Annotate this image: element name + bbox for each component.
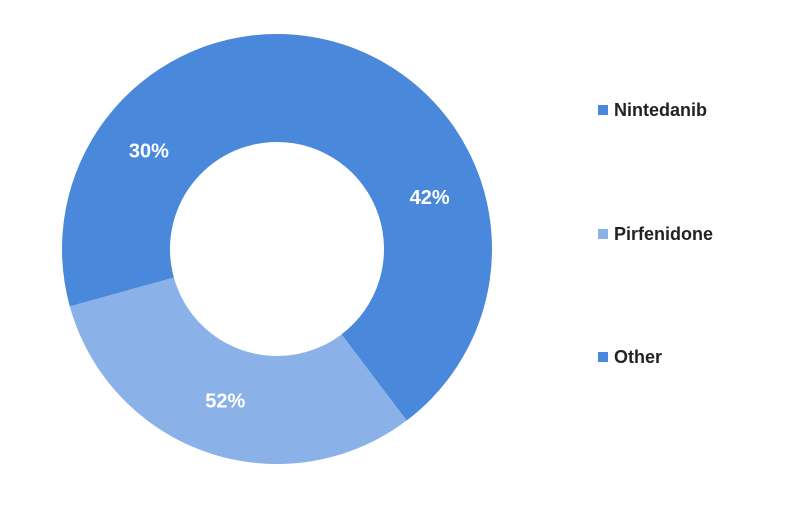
legend-item-nintedanib: Nintedanib <box>598 98 707 122</box>
slice-nintedanib <box>277 34 493 421</box>
legend-swatch-other <box>598 352 608 362</box>
legend-item-pirfenidone: Pirfenidone <box>598 222 713 246</box>
slice-label-other: 30% <box>129 141 169 163</box>
legend-item-other: Other <box>598 345 662 369</box>
legend-swatch-pirfenidone <box>598 229 608 239</box>
legend-label-other: Other <box>614 346 663 367</box>
slice-label-nintedanib: 42% <box>410 187 450 209</box>
slice-pirfenidone <box>69 277 407 465</box>
legend-label-pirfenidone: Pirfenidone <box>614 223 714 244</box>
slice-label-pirfenidone: 52% <box>205 390 245 412</box>
slice-other <box>61 34 277 307</box>
donut-slice-labels: 42% 52% 30% <box>129 141 450 413</box>
donut-slices <box>61 34 493 465</box>
legend-swatch-nintedanib <box>598 105 608 115</box>
legend-label-nintedanib: Nintedanib <box>614 99 707 120</box>
